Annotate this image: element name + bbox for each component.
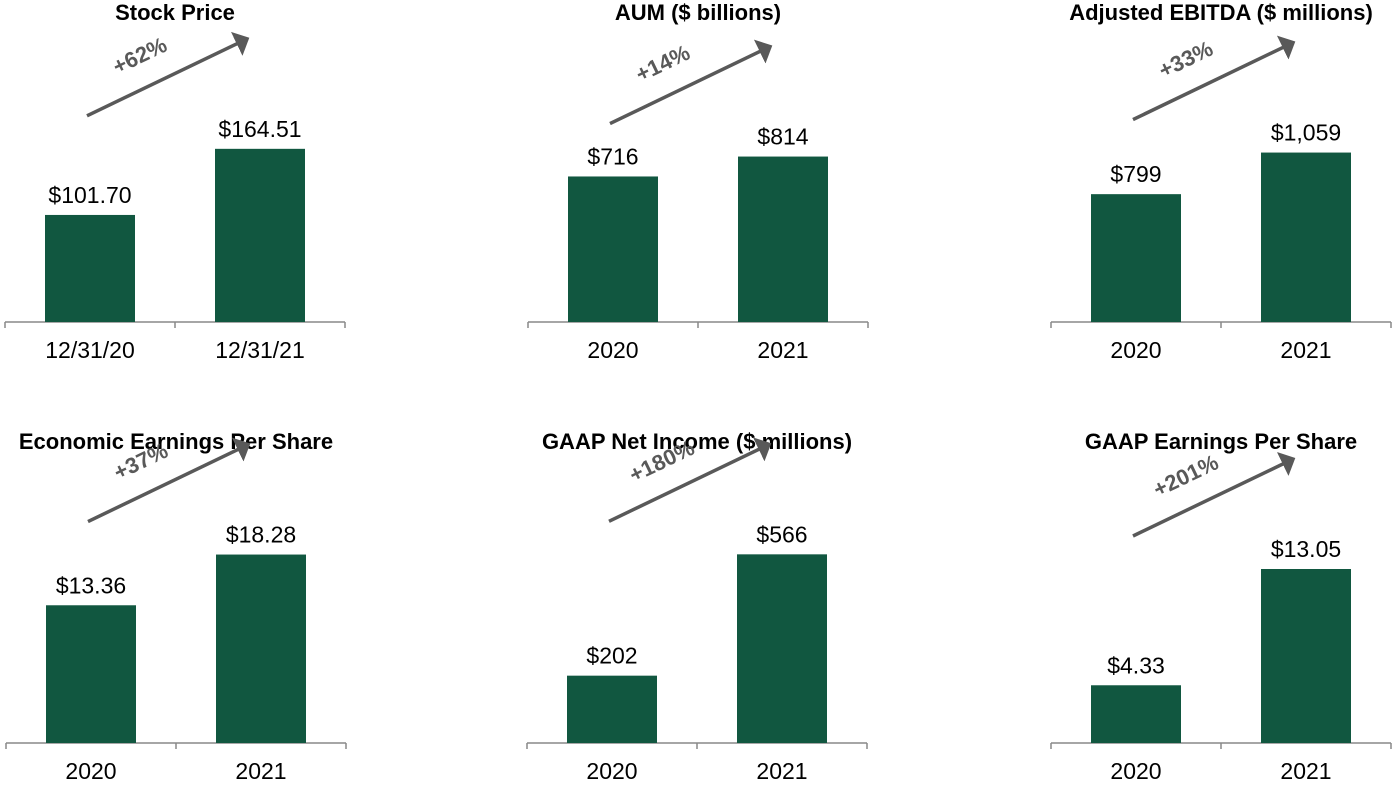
bar	[215, 148, 305, 322]
data-label: $18.28	[226, 522, 296, 548]
x-tick-label: 2020	[65, 758, 116, 784]
chart-panel: GAAP Earnings Per Share $4.33 2020 $13.05 20…	[1050, 429, 1392, 784]
data-label: $814	[757, 124, 808, 150]
data-label: $716	[587, 143, 638, 169]
chart-panel: GAAP Net Income ($ millions) $202 2020 $566…	[526, 429, 868, 784]
chart-title: GAAP Net Income ($ millions)	[542, 429, 852, 454]
x-tick-label: 2021	[1280, 337, 1331, 363]
x-tick-label: 2020	[1110, 337, 1161, 363]
x-tick-label: 2021	[1280, 758, 1331, 784]
x-tick-label: 2021	[757, 337, 808, 363]
chart-title: Adjusted EBITDA ($ millions)	[1069, 0, 1373, 25]
bar	[568, 176, 658, 322]
x-tick-label: 2020	[1110, 758, 1161, 784]
chart-panel: Economic Earnings Per Share $13.36 2020 $18…	[5, 429, 347, 784]
bar	[567, 675, 657, 743]
chart-panel: Stock Price $101.70 12/31/20 $164.51 12/31/2…	[4, 0, 346, 363]
bar	[1091, 685, 1181, 743]
data-label: $202	[586, 643, 637, 669]
data-label: $1,059	[1271, 120, 1341, 146]
growth-label: +14%	[632, 40, 694, 87]
chart-panel: Adjusted EBITDA ($ millions) $799 2020 $1,0…	[1050, 0, 1392, 363]
growth-label: +201%	[1149, 449, 1222, 502]
growth-arrow	[1132, 35, 1296, 122]
bar	[1091, 194, 1181, 322]
bar	[216, 554, 306, 743]
bar	[1261, 569, 1351, 743]
chart-title: AUM ($ billions)	[615, 0, 781, 25]
chart-panel: AUM ($ billions) $716 2020 $814 2021 +14%	[527, 0, 869, 363]
growth-arrow	[87, 437, 251, 524]
data-label: $566	[756, 521, 807, 547]
data-label: $164.51	[218, 116, 301, 142]
data-label: $101.70	[48, 182, 131, 208]
growth-label: +33%	[1155, 36, 1217, 83]
x-tick-label: 12/31/21	[215, 337, 305, 363]
x-tick-label: 2021	[756, 758, 807, 784]
x-tick-label: 2020	[587, 337, 638, 363]
chart-title: Economic Earnings Per Share	[19, 429, 333, 454]
data-label: $4.33	[1107, 652, 1165, 678]
x-tick-label: 2021	[235, 758, 286, 784]
data-label: $13.05	[1271, 536, 1341, 562]
bar	[45, 214, 135, 322]
bar	[46, 605, 136, 743]
x-tick-label: 12/31/20	[45, 337, 135, 363]
bar	[738, 156, 828, 322]
bar	[737, 554, 827, 743]
data-label: $799	[1110, 161, 1161, 187]
bar	[1261, 152, 1351, 322]
chart-title: GAAP Earnings Per Share	[1085, 429, 1357, 454]
growth-arrow	[608, 437, 772, 523]
chart-title: Stock Price	[115, 0, 235, 25]
x-tick-label: 2020	[586, 758, 637, 784]
growth-arrow	[1132, 452, 1296, 538]
data-label: $13.36	[56, 572, 126, 598]
growth-arrow	[86, 31, 250, 118]
growth-arrow	[609, 39, 773, 126]
growth-label: +62%	[109, 32, 171, 79]
